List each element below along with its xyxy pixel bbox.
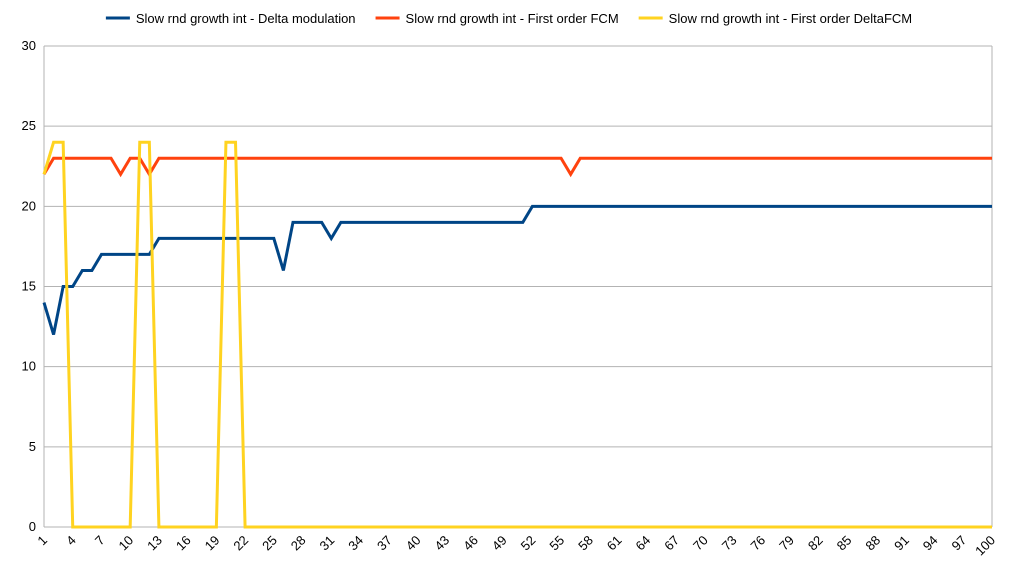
x-tick-label: 40 (403, 533, 424, 554)
grid-lines (43, 45, 993, 528)
x-tick-label: 28 (288, 533, 309, 554)
y-tick-label: 20 (22, 198, 36, 213)
y-tick-label: 15 (22, 279, 36, 294)
x-tick-label: 55 (546, 533, 567, 554)
axes: 0 5 10 15 20 25 30 1 4 7 10 13 16 19 22 25 28 31 34 37 40 43 4… (22, 38, 999, 558)
legend-label: Slow rnd growth int - First order DeltaF… (669, 11, 912, 26)
y-tick-label: 0 (29, 519, 36, 534)
x-tick-label: 4 (63, 533, 79, 549)
x-tick-label: 79 (776, 533, 797, 554)
x-tick-label: 76 (747, 533, 768, 554)
x-tick-label: 34 (345, 533, 366, 554)
x-tick-label: 25 (259, 533, 280, 554)
x-tick-label: 52 (518, 533, 539, 554)
x-tick-label: 10 (115, 533, 136, 554)
series-line-3 (42, 140, 992, 529)
x-tick-label: 31 (317, 533, 338, 554)
x-tick-label: 13 (144, 533, 165, 554)
y-tick-label: 10 (22, 359, 36, 374)
x-tick-label: 19 (202, 533, 223, 554)
series-line-1 (42, 204, 992, 336)
x-tick-label: 82 (805, 533, 826, 554)
x-tick-label: 85 (834, 533, 855, 554)
x-tick-label: 37 (374, 533, 395, 554)
x-tick-label: 94 (920, 533, 941, 554)
x-tick-label: 97 (949, 533, 970, 554)
x-tick-label: 46 (460, 533, 481, 554)
x-tick-label: 61 (604, 533, 625, 554)
x-tick-label: 70 (690, 533, 711, 554)
legend-label: Slow rnd growth int - First order FCM (406, 11, 619, 26)
series-lines (42, 140, 992, 529)
y-tick-label: 30 (22, 38, 36, 53)
x-tick-label: 91 (891, 533, 912, 554)
legend: Slow rnd growth int - Delta modulation Sl… (105, 11, 912, 26)
y-tick-label: 5 (29, 439, 36, 454)
x-tick-label: 7 (92, 533, 108, 549)
x-tick-label: 1 (34, 533, 50, 549)
legend-label: Slow rnd growth int - Delta modulation (136, 11, 356, 26)
x-tick-label: 22 (230, 533, 251, 554)
x-tick-label: 58 (575, 533, 596, 554)
series-line-2 (42, 156, 992, 178)
x-tick-label: 43 (431, 533, 452, 554)
y-tick-label: 25 (22, 118, 36, 133)
x-tick-label: 88 (862, 533, 883, 554)
x-tick-label: 67 (661, 533, 682, 554)
x-tick-label: 64 (633, 533, 654, 554)
x-tick-label: 73 (719, 533, 740, 554)
x-tick-label: 49 (489, 533, 510, 554)
x-tick-label: 100 (972, 533, 998, 559)
x-tick-label: 16 (173, 533, 194, 554)
